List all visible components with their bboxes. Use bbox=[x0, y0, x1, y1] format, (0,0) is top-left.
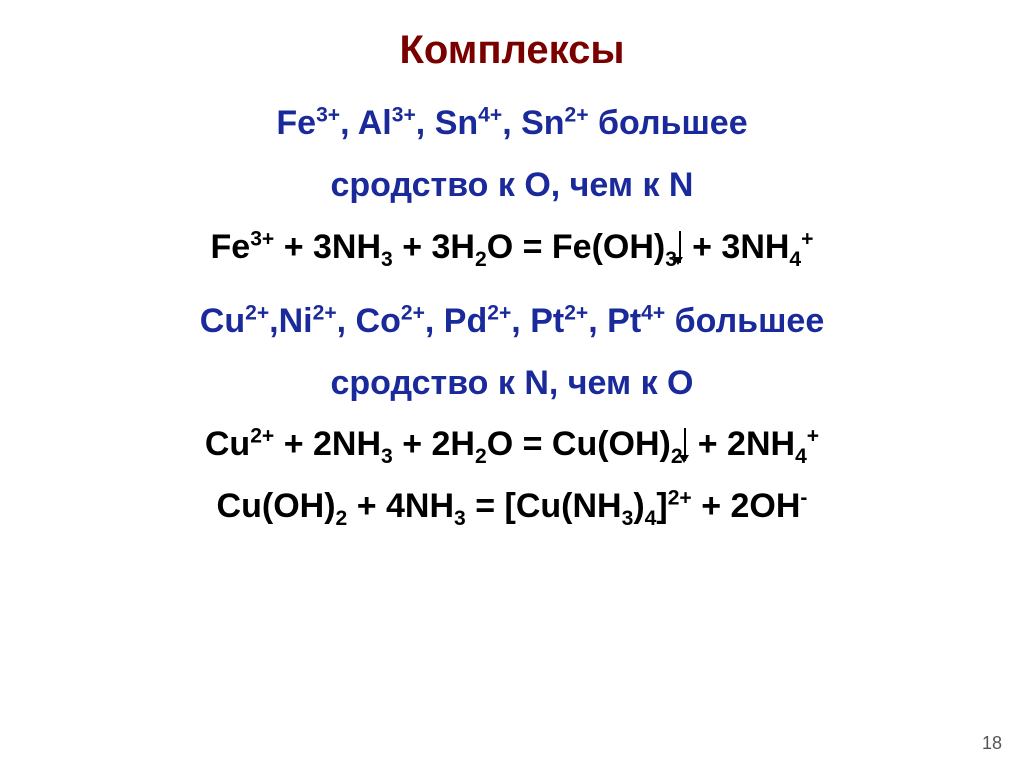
slide-title: Комплексы bbox=[0, 28, 1024, 73]
sup: 2+ bbox=[313, 301, 337, 324]
sup: 2+ bbox=[668, 487, 692, 510]
txt: Fe bbox=[276, 104, 316, 142]
sub: 3 bbox=[381, 445, 393, 468]
txt: , Sn bbox=[416, 104, 478, 142]
sup: - bbox=[800, 487, 807, 510]
txt: + 3H bbox=[393, 228, 475, 266]
txt: + 3NH bbox=[274, 228, 381, 266]
sub: 2 bbox=[475, 445, 487, 468]
sub: 3 bbox=[381, 248, 393, 271]
affinity-line-2: сродство к N, чем к О bbox=[0, 361, 1024, 407]
down-arrow-icon bbox=[677, 231, 681, 263]
sup: 4+ bbox=[641, 301, 665, 324]
sup: 3+ bbox=[250, 227, 274, 250]
affinity-line-1: сродство к О, чем к N bbox=[0, 163, 1024, 209]
txt: , Pd bbox=[425, 302, 487, 340]
txt: Cu bbox=[205, 425, 250, 463]
txt: O = Cu(OH) bbox=[487, 425, 671, 463]
txt: , Sn bbox=[502, 104, 564, 142]
ions-group-1: Fe3+, Al3+, Sn4+, Sn2+ большее bbox=[0, 101, 1024, 147]
txt: + 2H bbox=[393, 425, 475, 463]
txt: ) bbox=[633, 487, 644, 525]
equation-1: Fe3+ + 3NH3 + 3H2O = Fe(OH)3 + 3NH4+ bbox=[0, 225, 1024, 271]
sup: 2+ bbox=[401, 301, 425, 324]
sub: 3 bbox=[454, 507, 466, 530]
txt: , Co bbox=[337, 302, 401, 340]
txt: + 2OH bbox=[692, 487, 801, 525]
txt: , Al bbox=[340, 104, 392, 142]
txt: большее bbox=[665, 302, 824, 340]
sub: 4 bbox=[795, 445, 807, 468]
sup: 2+ bbox=[250, 425, 274, 448]
sup: 2+ bbox=[564, 301, 588, 324]
equation-2: Cu2+ + 2NH3 + 2H2O = Cu(OH)2 + 2NH4+ bbox=[0, 422, 1024, 468]
sub: 4 bbox=[645, 507, 657, 530]
txt: большее bbox=[589, 104, 748, 142]
sup: 3+ bbox=[316, 104, 340, 127]
sup: + bbox=[807, 425, 819, 448]
txt: , Pt bbox=[588, 302, 641, 340]
sub: 2 bbox=[336, 507, 348, 530]
txt: Fe bbox=[211, 228, 251, 266]
txt: + 3NH bbox=[683, 228, 790, 266]
down-arrow-icon bbox=[683, 428, 687, 460]
sup: 2+ bbox=[565, 104, 589, 127]
equation-3: Cu(OH)2 + 4NH3 = [Cu(NH3)4]2+ + 2OH- bbox=[0, 484, 1024, 530]
slide: Комплексы Fe3+, Al3+, Sn4+, Sn2+ большее… bbox=[0, 0, 1024, 768]
txt: Cu(OH) bbox=[217, 487, 336, 525]
sup: 2+ bbox=[245, 301, 269, 324]
page-number: 18 bbox=[982, 733, 1002, 754]
txt: + 2NH bbox=[688, 425, 795, 463]
txt: , Pt bbox=[511, 302, 564, 340]
txt: + 2NH bbox=[274, 425, 381, 463]
sub: 4 bbox=[789, 248, 801, 271]
txt: ,Ni bbox=[269, 302, 312, 340]
txt: ] bbox=[656, 487, 667, 525]
sup: 4+ bbox=[478, 104, 502, 127]
txt: + 4NH bbox=[347, 487, 454, 525]
sup: + bbox=[801, 227, 813, 250]
txt: Cu bbox=[200, 302, 245, 340]
txt: = [Cu(NH bbox=[466, 487, 622, 525]
sub: 3 bbox=[622, 507, 634, 530]
sup: 2+ bbox=[487, 301, 511, 324]
sup: 3+ bbox=[392, 104, 416, 127]
ions-group-2: Cu2+,Ni2+, Co2+, Pd2+, Pt2+, Pt4+ больше… bbox=[0, 299, 1024, 345]
sub: 2 bbox=[475, 248, 487, 271]
txt: O = Fe(OH) bbox=[487, 228, 666, 266]
